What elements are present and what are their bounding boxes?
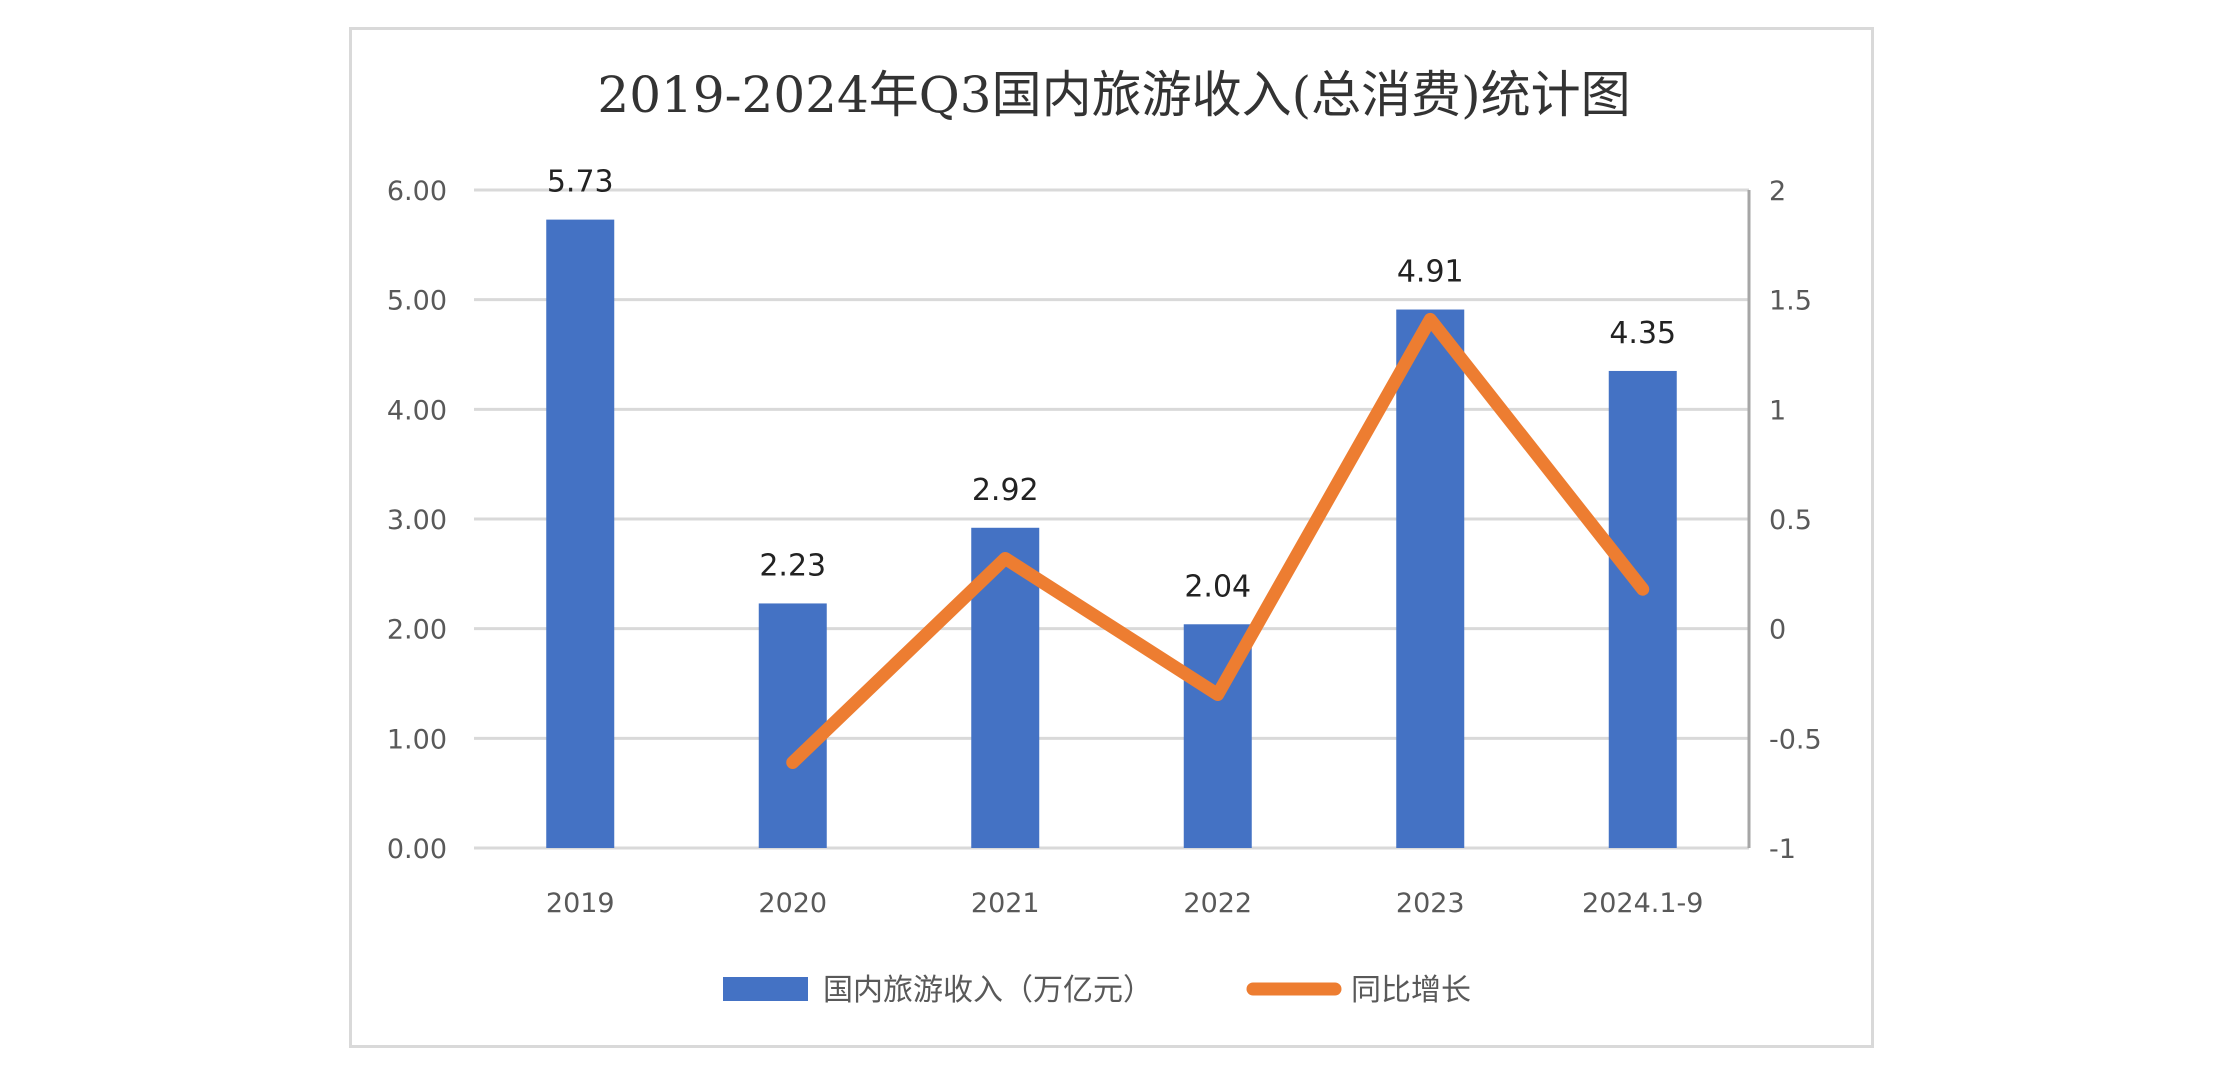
y-left-tick-label: 3.00 xyxy=(387,505,447,536)
y-left-tick-label: 4.00 xyxy=(387,395,447,426)
data-label: 2.92 xyxy=(972,473,1039,508)
y-left-tick-label: 6.00 xyxy=(387,176,447,207)
x-tick-label: 2022 xyxy=(1183,888,1252,919)
data-label: 2.23 xyxy=(759,548,826,583)
x-tick-label: 2023 xyxy=(1396,888,1465,919)
growth-point xyxy=(1429,318,1432,321)
legend-label-revenue: 国内旅游收入（万亿元） xyxy=(823,973,1153,1008)
bar xyxy=(1396,309,1465,849)
y-right-tick-label: 0.5 xyxy=(1769,505,1812,536)
x-tick-label: 2024.1-9 xyxy=(1582,888,1703,919)
y-right-tick-label: 1.5 xyxy=(1769,286,1812,317)
growth-point xyxy=(1216,693,1219,696)
data-label: 5.73 xyxy=(547,165,614,200)
chart-title: 2019-2024年Q3国内旅游收入(总消费)统计图 xyxy=(597,66,1630,124)
x-tick-label: 2020 xyxy=(758,888,827,919)
bar xyxy=(1608,370,1677,848)
data-label: 4.35 xyxy=(1609,316,1676,351)
y-right-tick-label: 1 xyxy=(1769,395,1786,426)
data-label: 2.04 xyxy=(1184,569,1251,604)
growth-point xyxy=(791,761,794,764)
y-left-tick-label: 5.00 xyxy=(387,286,447,317)
y-right-tick-label: -0.5 xyxy=(1769,724,1822,755)
bar xyxy=(546,219,615,849)
growth-line xyxy=(786,312,1650,769)
y-left-tick-label: 0.00 xyxy=(387,834,447,865)
y-right-tick-label: 0 xyxy=(1769,615,1786,646)
growth-point xyxy=(1641,588,1644,591)
x-tick-label: 2019 xyxy=(546,888,615,919)
bar xyxy=(758,603,827,848)
y-right-tick-label: 2 xyxy=(1769,176,1786,207)
y-right-tick-label: -1 xyxy=(1769,834,1796,865)
x-tick-label: 2021 xyxy=(971,888,1040,919)
legend-label-growth: 同比增长 xyxy=(1351,973,1471,1008)
chart-frame xyxy=(349,27,1874,1048)
legend-swatch-revenue xyxy=(723,977,808,1001)
growth-point xyxy=(1004,557,1007,560)
y-left-tick-label: 2.00 xyxy=(387,615,447,646)
y-left-tick-label: 1.00 xyxy=(387,724,447,755)
data-label: 4.91 xyxy=(1397,255,1464,290)
